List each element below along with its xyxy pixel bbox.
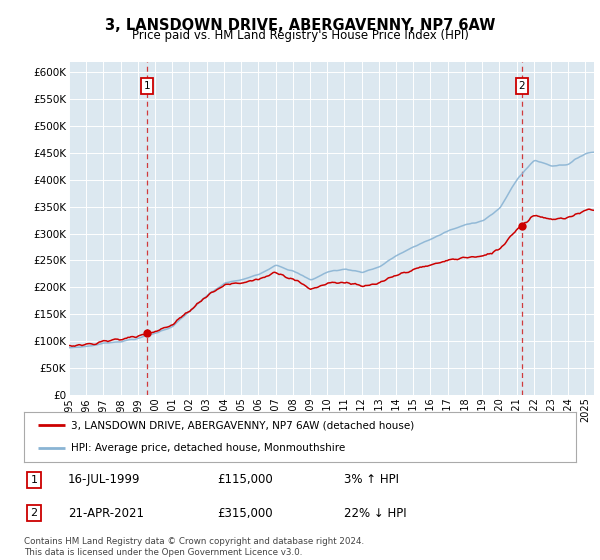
Text: £115,000: £115,000 [217,473,273,486]
Text: 1: 1 [144,81,151,91]
Text: 3, LANSDOWN DRIVE, ABERGAVENNY, NP7 6AW: 3, LANSDOWN DRIVE, ABERGAVENNY, NP7 6AW [105,18,495,33]
Text: 1: 1 [31,475,37,484]
Text: 3, LANSDOWN DRIVE, ABERGAVENNY, NP7 6AW (detached house): 3, LANSDOWN DRIVE, ABERGAVENNY, NP7 6AW … [71,420,414,430]
Text: 2: 2 [518,81,525,91]
Text: 22% ↓ HPI: 22% ↓ HPI [344,507,407,520]
Text: £315,000: £315,000 [217,507,273,520]
Text: Contains HM Land Registry data © Crown copyright and database right 2024.
This d: Contains HM Land Registry data © Crown c… [24,537,364,557]
Text: 3% ↑ HPI: 3% ↑ HPI [344,473,399,486]
Text: HPI: Average price, detached house, Monmouthshire: HPI: Average price, detached house, Monm… [71,444,345,454]
Text: 21-APR-2021: 21-APR-2021 [68,507,144,520]
Text: 2: 2 [31,508,37,518]
Text: 16-JUL-1999: 16-JUL-1999 [68,473,140,486]
Text: Price paid vs. HM Land Registry's House Price Index (HPI): Price paid vs. HM Land Registry's House … [131,29,469,42]
